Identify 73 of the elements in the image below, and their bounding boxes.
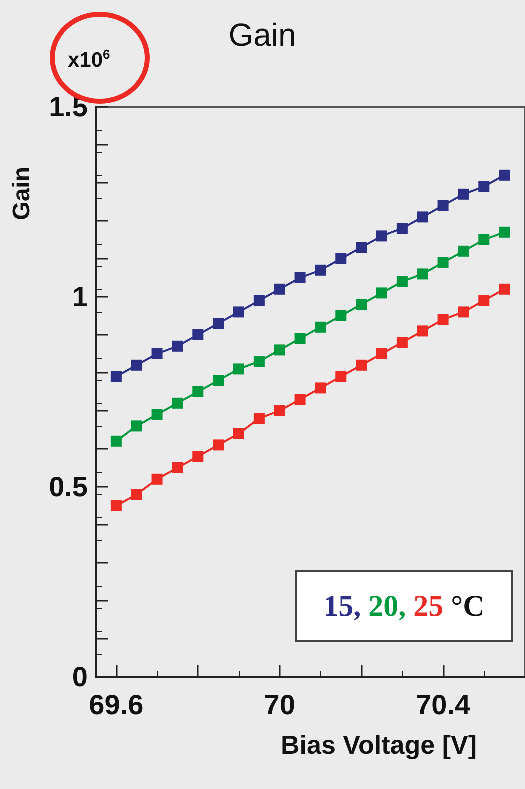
- point: [315, 264, 326, 276]
- point: [192, 386, 204, 398]
- point: [172, 398, 184, 409]
- text: 25: [414, 590, 444, 623]
- point: [458, 246, 470, 257]
- point: [152, 409, 163, 420]
- point: [254, 356, 265, 368]
- point: [417, 326, 428, 337]
- chart-title: Gain: [228, 17, 296, 53]
- point: [213, 375, 224, 386]
- point: [376, 348, 388, 360]
- point: [478, 234, 490, 246]
- point: [110, 436, 122, 447]
- point: [438, 257, 449, 268]
- point: [417, 268, 428, 280]
- point: [172, 462, 184, 474]
- y-tick-label: 0.5: [49, 472, 88, 502]
- point: [254, 413, 265, 424]
- point: [336, 371, 347, 382]
- point: [336, 254, 347, 264]
- point: [254, 295, 265, 306]
- y-axis-title: Gain: [8, 167, 36, 220]
- x-tick-label: 70.4: [416, 690, 471, 720]
- point: [131, 420, 142, 432]
- x-tick-label: 69.6: [89, 690, 144, 720]
- point: [417, 212, 428, 223]
- point: [213, 440, 224, 451]
- point: [438, 314, 449, 326]
- point: [192, 451, 204, 462]
- point: [110, 371, 122, 382]
- point: [131, 360, 142, 371]
- point: [458, 188, 470, 200]
- point: [274, 344, 286, 356]
- point: [234, 364, 244, 375]
- point: [499, 226, 510, 238]
- point: [110, 500, 122, 512]
- point: [294, 272, 306, 284]
- point: [213, 318, 224, 330]
- text: 20,: [368, 590, 406, 623]
- text: 15,: [324, 590, 362, 623]
- point: [172, 340, 184, 352]
- point: [356, 299, 368, 310]
- point: [396, 276, 408, 288]
- point: [376, 288, 388, 299]
- legend-title: °C: [451, 590, 485, 623]
- point: [131, 489, 142, 500]
- point: [336, 310, 347, 322]
- point: [152, 348, 163, 360]
- point: [396, 223, 408, 234]
- x-tick-label: 70: [264, 690, 296, 720]
- point: [294, 394, 306, 406]
- point: [376, 230, 388, 242]
- point: [356, 360, 368, 371]
- point: [294, 333, 306, 344]
- point: [396, 337, 408, 348]
- point: [356, 242, 368, 254]
- point: [152, 474, 163, 485]
- point: [315, 382, 326, 394]
- y-tick-label: 1: [72, 282, 88, 312]
- point: [478, 295, 490, 306]
- y-tick-label: 0: [72, 662, 88, 692]
- point: [499, 284, 510, 295]
- point: [234, 428, 244, 440]
- point: [274, 284, 286, 295]
- point: [315, 322, 326, 333]
- point: [192, 330, 204, 340]
- point: [234, 306, 244, 318]
- point: [499, 170, 510, 181]
- point: [274, 406, 286, 416]
- x-axis-title: Bias Voltage [V]: [280, 730, 477, 760]
- point: [458, 306, 470, 318]
- point: [478, 181, 490, 192]
- point: [438, 200, 449, 212]
